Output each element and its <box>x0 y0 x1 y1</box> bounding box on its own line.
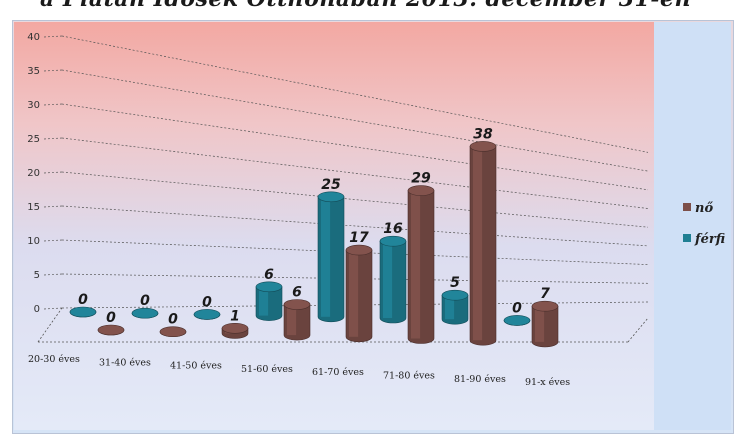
data-label: 0 <box>78 292 88 308</box>
category-labels: 20-30 éves 31-40 éves 41-50 éves 51-60 éves… <box>28 354 570 388</box>
data-label: 0 <box>512 300 522 316</box>
gridline-side <box>43 171 63 174</box>
gridline-side <box>43 273 63 276</box>
data-label: 38 <box>473 126 493 142</box>
y-tick-label: 40 <box>27 32 40 43</box>
gridline-side <box>43 103 63 106</box>
y-tick-label: 10 <box>27 236 40 247</box>
y-tick-label: 0 <box>34 304 40 315</box>
bar-no <box>407 185 435 344</box>
bar-ferfi <box>131 307 159 319</box>
legend-swatch-ferfi <box>683 234 691 242</box>
floor-right-edge <box>627 317 649 343</box>
data-label: 6 <box>292 285 302 301</box>
bar-no <box>221 322 249 339</box>
bar-ferfi <box>69 306 97 318</box>
bar-no <box>97 324 125 336</box>
x-category-label: 41-50 éves <box>170 361 222 372</box>
legend: nő férfi <box>683 201 725 247</box>
y-tick-label: 30 <box>27 100 40 111</box>
y-axis-ticks: 0 5 10 15 20 25 30 35 40 <box>27 32 40 315</box>
x-category-label: 81-90 éves <box>454 374 506 385</box>
data-label: 0 <box>202 294 212 310</box>
data-label: 1 <box>230 308 240 324</box>
gridline <box>61 137 649 209</box>
legend-label-ferfi: férfi <box>694 232 725 247</box>
data-label: 7 <box>540 286 550 302</box>
x-category-label: 51-60 éves <box>241 364 293 375</box>
bar-no <box>159 326 187 338</box>
bar-no <box>345 244 373 343</box>
x-category-label: 61-70 éves <box>312 367 364 378</box>
gridline-side <box>43 69 63 72</box>
y-tick-label: 35 <box>27 66 40 77</box>
data-label: 25 <box>321 177 341 193</box>
x-category-label: 20-30 éves <box>28 354 80 365</box>
data-label: 0 <box>106 310 116 326</box>
gridline <box>61 35 649 153</box>
gridline-side <box>43 205 63 208</box>
gridline-side <box>43 137 63 140</box>
legend-swatch-no <box>683 203 691 211</box>
bar-no <box>283 299 311 341</box>
y-tick-label: 25 <box>27 134 40 145</box>
data-label: 6 <box>264 267 274 283</box>
data-label: 17 <box>349 230 369 246</box>
bar-no <box>531 300 559 348</box>
data-label: 0 <box>168 312 178 328</box>
gridline <box>61 171 649 228</box>
data-label: 0 <box>140 293 150 309</box>
bar-ferfi <box>379 235 407 324</box>
gridline <box>61 205 649 247</box>
legend-panel <box>654 22 731 430</box>
data-label: 5 <box>450 275 460 291</box>
legend-label-no: nő <box>695 201 713 216</box>
bar-ferfi <box>193 309 221 320</box>
data-label: 29 <box>411 171 431 187</box>
data-label: 16 <box>383 221 403 237</box>
x-category-label: 31-40 éves <box>99 357 151 368</box>
x-category-label: 71-80 éves <box>383 371 435 382</box>
floor-left-edge <box>37 307 63 343</box>
gridline-side <box>43 239 63 242</box>
y-tick-label: 20 <box>27 168 40 179</box>
y-tick-label: 5 <box>34 270 40 281</box>
chart-title: a Platán Idősek Otthonában 2013. decembe… <box>40 0 739 12</box>
bar-ferfi <box>255 281 283 321</box>
gridline <box>61 103 649 191</box>
bar-ferfi <box>441 289 469 325</box>
gridline-side <box>43 35 63 38</box>
bars <box>69 141 559 348</box>
gridline-side <box>43 307 63 310</box>
y-tick-label: 15 <box>27 202 40 213</box>
x-category-label: 91-x éves <box>525 377 570 388</box>
bar-ferfi <box>317 191 345 323</box>
bar-ferfi <box>503 315 531 326</box>
gridline <box>61 69 649 172</box>
bar-no <box>469 141 497 346</box>
